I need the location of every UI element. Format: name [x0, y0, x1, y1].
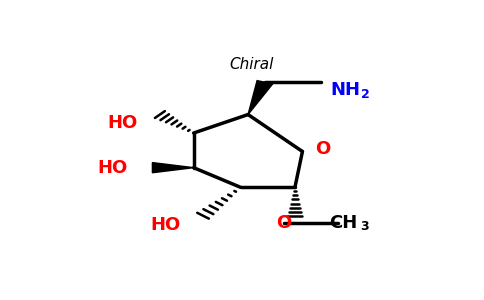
Text: O: O	[316, 140, 331, 158]
Text: HO: HO	[98, 159, 128, 177]
Text: NH: NH	[331, 81, 361, 99]
Text: 2: 2	[361, 88, 369, 101]
Text: 3: 3	[361, 220, 369, 233]
Text: HO: HO	[151, 216, 181, 234]
Text: CH: CH	[329, 214, 357, 232]
Text: HO: HO	[107, 114, 137, 132]
Text: Chiral: Chiral	[229, 57, 274, 72]
Text: O: O	[276, 214, 291, 232]
Polygon shape	[152, 163, 194, 173]
Polygon shape	[248, 81, 273, 115]
